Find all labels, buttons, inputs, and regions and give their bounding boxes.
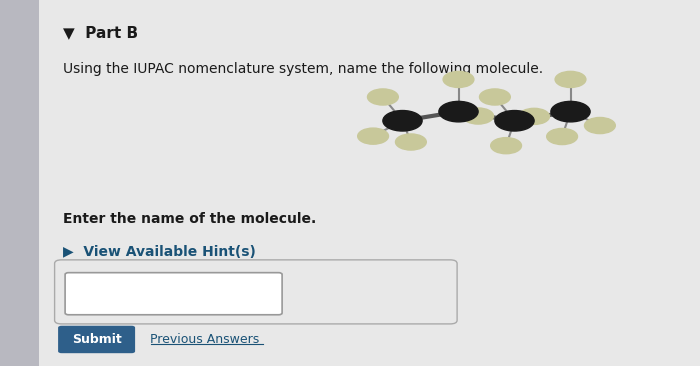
Text: Submit: Submit: [71, 333, 122, 346]
FancyBboxPatch shape: [65, 273, 282, 315]
Text: ▼  Part B: ▼ Part B: [63, 26, 138, 41]
Circle shape: [519, 108, 550, 124]
Circle shape: [443, 71, 474, 87]
Circle shape: [463, 108, 494, 124]
Text: Using the IUPAC nomenclature system, name the following molecule.: Using the IUPAC nomenclature system, nam…: [63, 62, 543, 76]
Circle shape: [551, 101, 590, 122]
Circle shape: [395, 134, 426, 150]
Text: Enter the name of the molecule.: Enter the name of the molecule.: [63, 212, 316, 226]
Circle shape: [555, 71, 586, 87]
FancyBboxPatch shape: [55, 260, 457, 324]
Circle shape: [584, 117, 615, 134]
Circle shape: [480, 89, 510, 105]
Circle shape: [495, 111, 534, 131]
FancyBboxPatch shape: [0, 0, 38, 366]
Circle shape: [547, 128, 578, 145]
FancyBboxPatch shape: [58, 326, 135, 353]
Circle shape: [439, 101, 478, 122]
Circle shape: [491, 138, 522, 154]
Text: Previous Answers: Previous Answers: [150, 333, 260, 346]
Circle shape: [368, 89, 398, 105]
Circle shape: [358, 128, 388, 144]
Circle shape: [383, 111, 422, 131]
Text: ▶  View Available Hint(s): ▶ View Available Hint(s): [63, 245, 256, 259]
